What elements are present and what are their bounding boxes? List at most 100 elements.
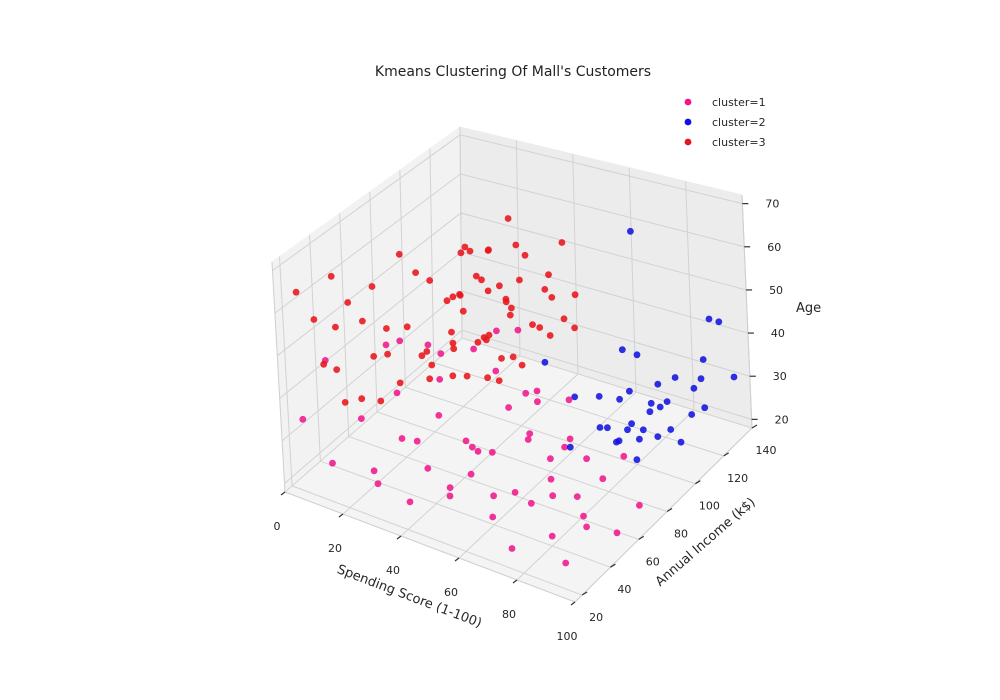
data-point-cluster-2: [701, 404, 709, 412]
data-point-cluster-3: [384, 350, 391, 358]
data-point-cluster-3: [327, 272, 335, 280]
data-point-cluster-3: [485, 331, 493, 339]
y-tick-mark: [638, 535, 645, 540]
data-point-cluster-3: [484, 287, 492, 295]
data-point-cluster-3: [449, 372, 457, 380]
data-point-cluster-3: [463, 372, 471, 380]
data-points: [292, 215, 738, 567]
data-point-cluster-2: [677, 438, 685, 446]
data-point-cluster-1: [561, 443, 568, 451]
data-point-cluster-1: [370, 467, 378, 475]
data-point-cluster-3: [426, 277, 434, 284]
data-point-cluster-3: [448, 328, 455, 336]
data-point-cluster-1: [374, 480, 382, 488]
left-edge-line: [271, 261, 286, 493]
data-point-cluster-1: [620, 452, 628, 460]
data-point-cluster-1: [566, 435, 574, 443]
y-tick-label: 100: [699, 500, 720, 513]
data-point-cluster-3: [459, 307, 467, 315]
data-point-cluster-2: [633, 351, 641, 359]
data-point-cluster-2: [626, 387, 633, 395]
data-point-cluster-1: [398, 435, 406, 442]
data-point-cluster-2: [654, 380, 662, 388]
gridline-z: [276, 212, 747, 357]
x-tick-label: 40: [386, 564, 400, 577]
data-point-cluster-3: [541, 286, 549, 293]
data-point-cluster-3: [359, 317, 366, 325]
data-point-cluster-2: [667, 426, 675, 433]
data-point-cluster-3: [370, 353, 378, 360]
data-point-cluster-3: [368, 283, 376, 290]
legend-marker: [684, 98, 692, 106]
data-point-cluster-1: [393, 389, 401, 397]
data-point-cluster-3: [466, 247, 474, 255]
y-tick-mark: [695, 480, 701, 485]
z-tick-label: 30: [773, 370, 787, 383]
data-point-cluster-2: [541, 358, 549, 366]
data-point-cluster-2: [705, 315, 713, 323]
data-point-cluster-3: [546, 332, 554, 339]
data-point-cluster-3: [344, 299, 352, 306]
gridline-y: [369, 191, 668, 512]
data-point-cluster-3: [474, 338, 482, 346]
data-point-cluster-3: [571, 291, 579, 299]
y-tick-label: 40: [617, 583, 631, 596]
gridline-z: [284, 329, 752, 484]
data-point-cluster-3: [443, 297, 451, 305]
data-point-cluster-3: [395, 250, 403, 258]
data-point-cluster-3: [504, 215, 512, 222]
x-tick-mark: [338, 513, 344, 518]
data-point-cluster-1: [406, 498, 414, 506]
data-point-cluster-2: [697, 375, 705, 383]
data-point-cluster-1: [562, 559, 570, 567]
data-point-cluster-3: [403, 323, 411, 331]
data-point-cluster-3: [358, 395, 366, 403]
y-tick-label: 120: [727, 472, 748, 485]
data-point-cluster-1: [489, 513, 497, 521]
data-point-cluster-3: [320, 360, 328, 368]
data-point-cluster-1: [382, 341, 390, 349]
data-point-cluster-1: [547, 475, 555, 483]
gridline-y: [399, 170, 696, 485]
data-point-cluster-2: [699, 356, 707, 363]
gridline-z: [281, 290, 750, 442]
z-tick-label: 60: [767, 241, 781, 254]
data-point-cluster-3: [292, 288, 300, 296]
data-point-cluster-3: [484, 374, 491, 382]
data-point-cluster-1: [599, 475, 607, 483]
data-point-cluster-1: [470, 345, 477, 353]
data-point-cluster-3: [383, 325, 390, 332]
data-point-cluster-3: [536, 324, 544, 331]
data-point-cluster-3: [498, 355, 505, 362]
x-tick-mark: [280, 491, 286, 496]
legend: cluster=1 cluster=2 cluster=3: [684, 96, 766, 149]
data-point-cluster-3: [377, 397, 385, 405]
data-point-cluster-1: [436, 376, 444, 383]
data-point-cluster-1: [488, 448, 496, 456]
data-point-cluster-3: [472, 272, 480, 280]
data-point-cluster-2: [654, 433, 662, 440]
data-point-cluster-3: [333, 366, 341, 373]
data-point-cluster-2: [616, 395, 623, 403]
x-axis-label: Spending Score (1-100): [335, 562, 484, 631]
x-tick-label: 0: [274, 520, 281, 533]
data-point-cluster-3: [558, 239, 566, 246]
data-point-cluster-2: [571, 393, 579, 401]
data-point-cluster-1: [462, 437, 470, 445]
data-point-cluster-3: [529, 321, 536, 328]
data-point-cluster-1: [435, 412, 443, 419]
x-tick-label: 60: [444, 586, 458, 599]
data-point-cluster-1: [299, 415, 307, 423]
data-point-cluster-3: [560, 315, 568, 323]
legend-label: cluster=3: [712, 136, 766, 149]
data-point-cluster-3: [495, 377, 503, 384]
data-point-cluster-1: [446, 484, 454, 491]
data-point-cluster-3: [428, 361, 436, 369]
data-point-cluster-1: [549, 492, 557, 500]
x-tick-mark: [454, 557, 460, 562]
data-point-cluster-1: [527, 499, 535, 507]
data-point-cluster-3: [456, 292, 464, 299]
x-tick-mark: [512, 579, 518, 584]
data-point-cluster-3: [396, 379, 404, 387]
